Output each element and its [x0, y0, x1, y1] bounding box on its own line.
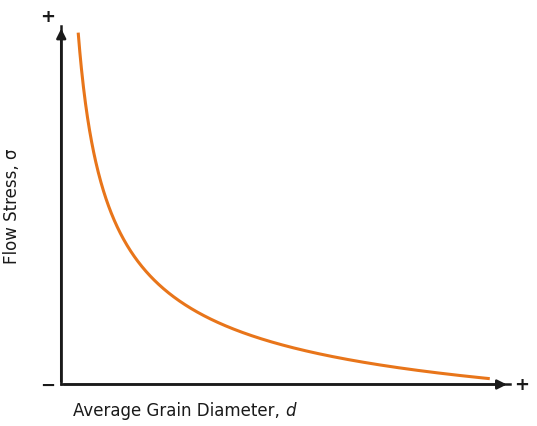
Text: −: − — [40, 376, 55, 394]
Text: +: + — [514, 376, 529, 394]
Text: Flow Stress, σ: Flow Stress, σ — [3, 148, 21, 263]
Text: Average Grain Diameter,: Average Grain Diameter, — [73, 401, 286, 419]
Text: d: d — [286, 401, 296, 419]
Text: +: + — [40, 8, 55, 26]
